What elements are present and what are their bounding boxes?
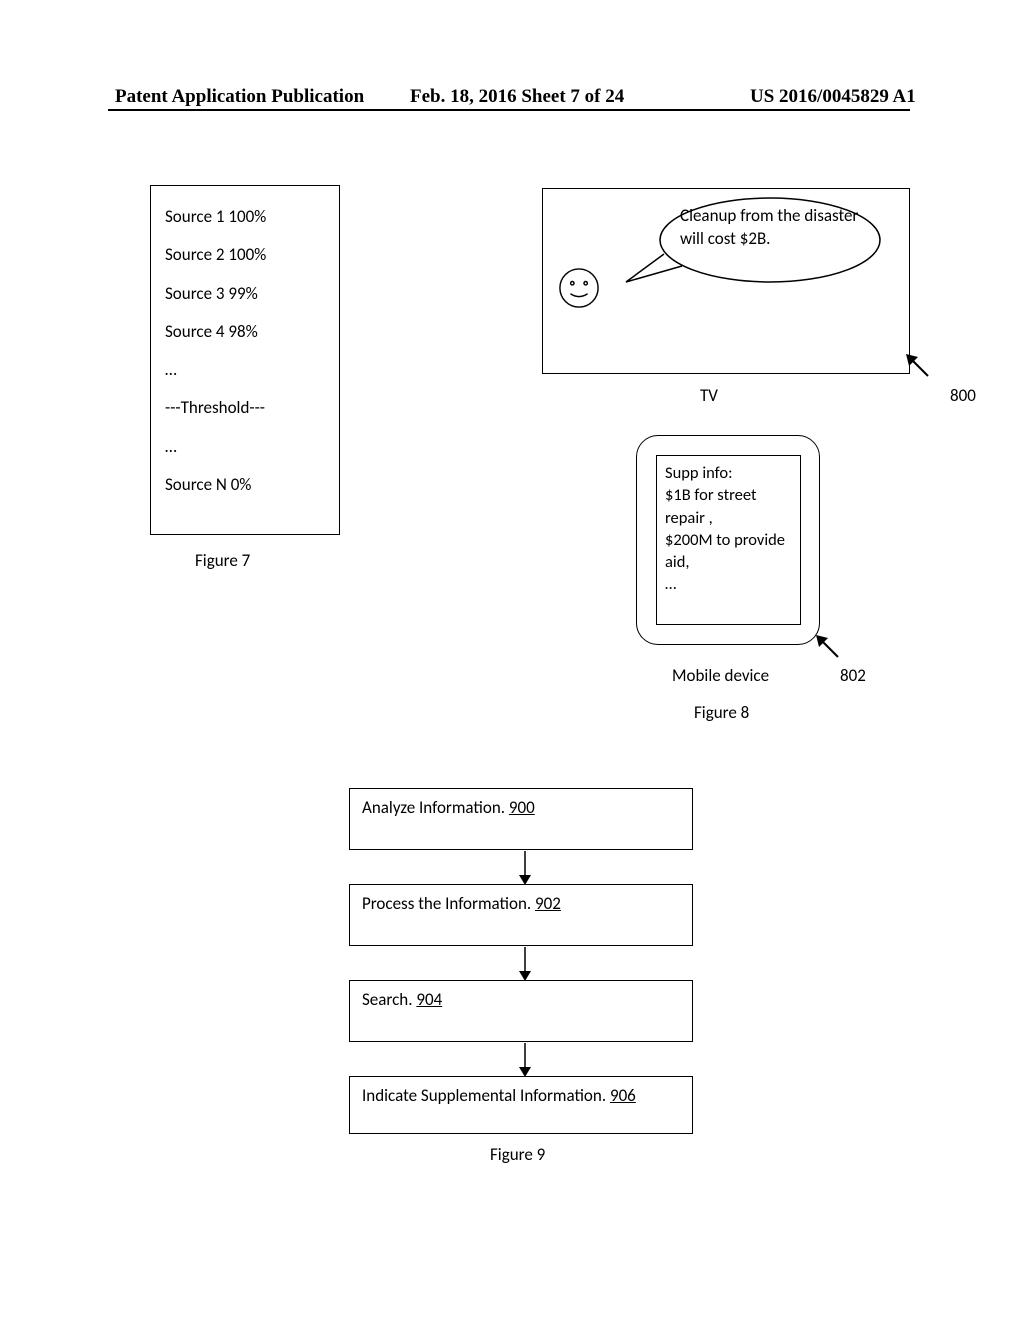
header-left: Patent Application Publication [115, 86, 364, 108]
tv-ref-number: 800 [950, 385, 976, 406]
fig7-row: … [165, 428, 325, 466]
fig7-source-list: Source 1 100% Source 2 100% Source 3 99%… [150, 185, 340, 535]
pointer-arrow-icon [906, 354, 930, 378]
header-right: US 2016/0045829 A1 [750, 86, 916, 108]
mobile-screen-text: Supp info: $1B for street repair , $200M… [656, 455, 801, 625]
down-arrow-icon [516, 1043, 534, 1077]
speech-bubble-text: Cleanup from the disaster will cost $2B. [680, 205, 870, 251]
fig7-row: Source 2 100% [165, 236, 325, 274]
fig8-caption: Figure 8 [694, 702, 749, 723]
fig7-caption: Figure 7 [195, 550, 250, 571]
fig7-row: Source N 0% [165, 466, 325, 504]
smiley-face-icon [558, 267, 600, 309]
header-mid: Feb. 18, 2016 Sheet 7 of 24 [410, 86, 624, 108]
fig7-row: Source 1 100% [165, 198, 325, 236]
mobile-ref-number: 802 [840, 665, 866, 686]
flow-step: Analyze Information. 900 [349, 788, 693, 850]
header-rule [108, 109, 910, 111]
flow-step: Indicate Supplemental Information. 906 [349, 1076, 693, 1134]
flow-step: Search. 904 [349, 980, 693, 1042]
down-arrow-icon [516, 947, 534, 981]
tv-label: TV [700, 385, 718, 406]
pointer-arrow-icon [816, 635, 840, 659]
fig7-row: … [165, 351, 325, 389]
fig7-row: Source 4 98% [165, 313, 325, 351]
down-arrow-icon [516, 851, 534, 885]
fig7-row: ---Threshold--- [165, 389, 325, 427]
fig9-caption: Figure 9 [490, 1144, 545, 1165]
fig7-row: Source 3 99% [165, 275, 325, 313]
flow-step: Process the Information. 902 [349, 884, 693, 946]
mobile-label: Mobile device [672, 665, 769, 686]
